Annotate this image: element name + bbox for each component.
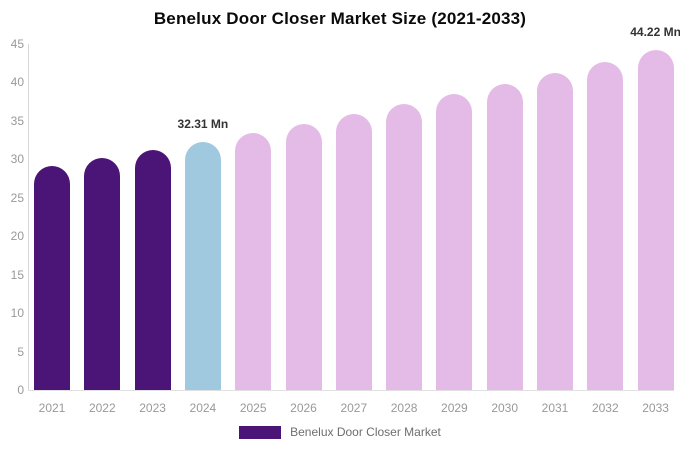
x-axis-line	[28, 390, 674, 391]
x-tick-label-2029: 2029	[441, 401, 468, 415]
legend-item[interactable]: Benelux Door Closer Market	[0, 425, 680, 439]
y-tick-label-20: 20	[10, 229, 24, 244]
x-tick-label-2021: 2021	[38, 401, 66, 415]
bar-2031[interactable]	[537, 72, 573, 390]
bar-2027[interactable]	[335, 114, 372, 390]
bar-2021[interactable]	[34, 166, 70, 390]
bar-2032[interactable]	[587, 61, 624, 390]
x-tick-label-2030: 2030	[491, 401, 519, 415]
y-tick-label-5: 5	[17, 344, 24, 359]
bar-2030[interactable]	[486, 83, 523, 390]
bar-2029[interactable]	[436, 94, 473, 390]
x-tick-label-2025: 2025	[239, 401, 267, 415]
x-tick-label-2031: 2031	[541, 401, 569, 415]
y-axis-line	[28, 44, 29, 390]
bar-2024[interactable]	[184, 141, 221, 390]
bar-2028[interactable]	[386, 104, 423, 390]
x-tick-label-2022: 2022	[88, 401, 116, 415]
bar-2025[interactable]	[235, 132, 272, 390]
y-tick-label-35: 35	[10, 113, 24, 128]
bar-2022[interactable]	[84, 158, 121, 390]
y-tick-label-25: 25	[10, 190, 24, 205]
legend-label: Benelux Door Closer Market	[290, 425, 441, 439]
x-tick-label-2027: 2027	[340, 401, 368, 415]
x-tick-label-2026: 2026	[290, 401, 317, 415]
y-tick-label-0: 0	[17, 383, 24, 397]
y-tick-label-45: 45	[10, 37, 24, 51]
y-tick-label-10: 10	[10, 306, 24, 321]
y-tick-label-40: 40	[10, 75, 24, 90]
bar-2026[interactable]	[285, 123, 322, 390]
bar-2023[interactable]	[134, 150, 171, 390]
legend-swatch	[239, 425, 282, 439]
x-tick-label-2024: 2024	[189, 401, 217, 415]
x-tick-label-2023: 2023	[139, 401, 166, 415]
x-tick-label-2033: 2033	[642, 401, 669, 415]
y-tick-label-15: 15	[10, 267, 24, 282]
x-tick-label-2032: 2032	[591, 401, 619, 415]
chart-title: Benelux Door Closer Market Size (2021-20…	[153, 9, 527, 28]
value-label-2024: 32.31 Mn	[177, 116, 229, 131]
bar-2033[interactable]	[637, 49, 674, 390]
value-label-2033: 44.22 Mn	[630, 24, 680, 39]
y-tick-label-30: 30	[10, 152, 24, 167]
x-tick-label-2028: 2028	[390, 401, 418, 415]
